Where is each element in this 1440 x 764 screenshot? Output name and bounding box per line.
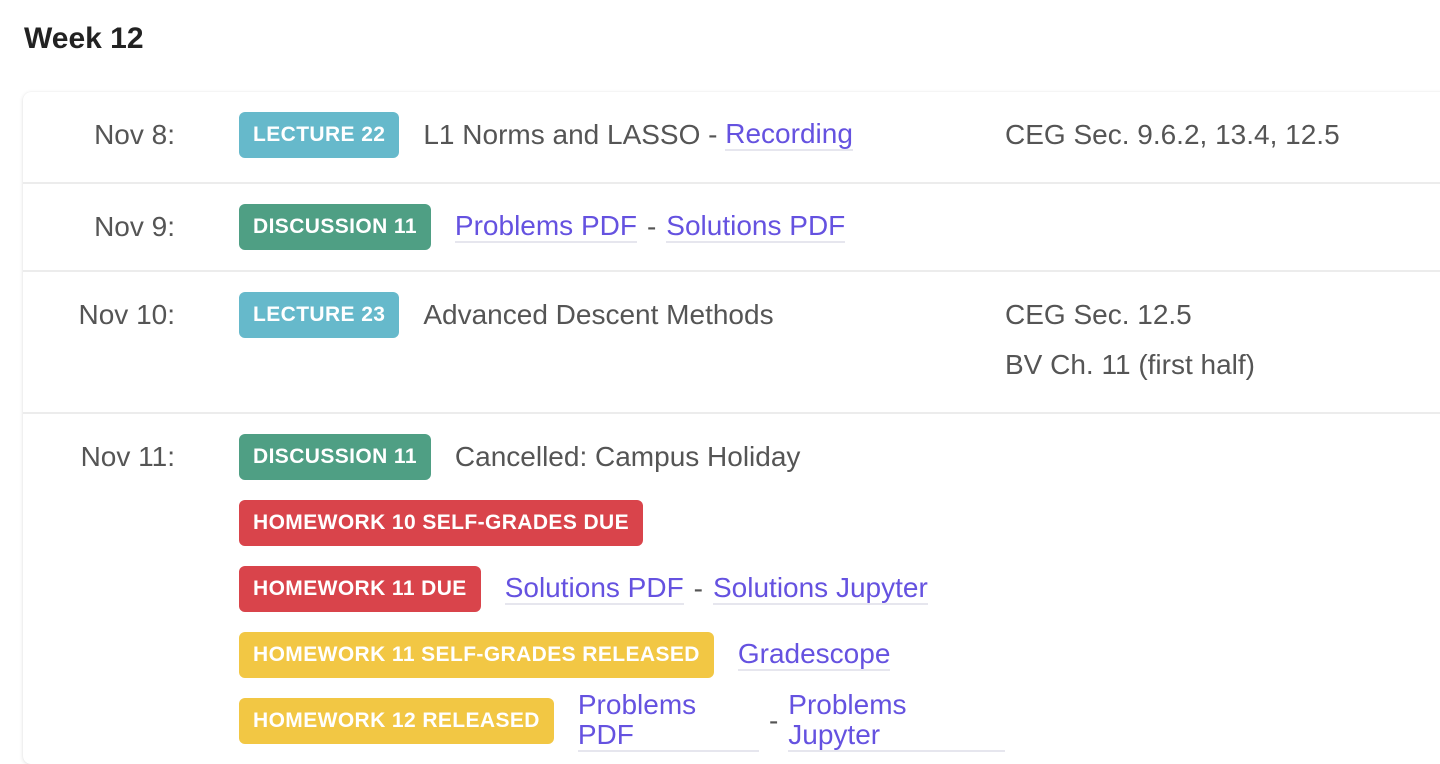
gradescope-link[interactable]: Gradescope bbox=[737, 638, 891, 671]
homework-due-badge: HOMEWORK 10 SELF-GRADES DUE bbox=[239, 500, 643, 546]
lecture-title: L1 Norms and LASSO - bbox=[423, 119, 726, 150]
separator: - bbox=[693, 573, 703, 604]
schedule-row-nov-11: Nov 11: DISCUSSION 11 Cancelled: Campus … bbox=[23, 414, 1440, 764]
solutions-pdf-link[interactable]: Solutions PDF bbox=[504, 572, 684, 605]
homework-released-badge: HOMEWORK 12 RELEASED bbox=[239, 698, 554, 744]
schedule-row-nov-10: Nov 10: LECTURE 23 Advanced Descent Meth… bbox=[23, 272, 1440, 414]
date: Nov 10: bbox=[78, 299, 176, 330]
solutions-pdf-link[interactable]: Solutions PDF bbox=[666, 210, 846, 243]
date: Nov 8: bbox=[94, 119, 175, 150]
lecture-title: Advanced Descent Methods bbox=[423, 299, 774, 330]
lecture-badge: LECTURE 22 bbox=[239, 112, 400, 158]
problems-pdf-link[interactable]: Problems PDF bbox=[454, 210, 637, 243]
recording-link[interactable]: Recording bbox=[725, 118, 853, 151]
date: Nov 11: bbox=[80, 441, 175, 472]
separator: - bbox=[768, 705, 779, 736]
reading-ref: CEG Sec. 12.5 bbox=[1005, 299, 1192, 330]
discussion-badge: DISCUSSION 11 bbox=[239, 204, 431, 250]
homework-released-badge: HOMEWORK 11 SELF-GRADES RELEASED bbox=[239, 632, 714, 678]
homework-due-badge: HOMEWORK 11 DUE bbox=[239, 566, 481, 612]
schedule-card: Nov 8: LECTURE 22 L1 Norms and LASSO - R… bbox=[23, 92, 1440, 764]
reading-ref: BV Ch. 11 (first half) bbox=[1005, 349, 1256, 380]
reading-ref: CEG Sec. 9.6.2, 13.4, 12.5 bbox=[1005, 119, 1340, 150]
separator: - bbox=[646, 211, 657, 242]
lecture-badge: LECTURE 23 bbox=[239, 292, 400, 338]
problems-pdf-link[interactable]: Problems PDF bbox=[577, 690, 759, 752]
schedule-row-nov-9: Nov 9: DISCUSSION 11 Problems PDF - Solu… bbox=[23, 184, 1440, 272]
date: Nov 9: bbox=[94, 211, 175, 242]
problems-jupyter-link[interactable]: Problems Jupyter bbox=[788, 690, 1005, 752]
week-title: Week 12 bbox=[24, 22, 144, 55]
discussion-badge: DISCUSSION 11 bbox=[239, 434, 431, 480]
solutions-jupyter-link[interactable]: Solutions Jupyter bbox=[713, 572, 928, 605]
discussion-note: Cancelled: Campus Holiday bbox=[454, 441, 801, 472]
schedule-row-nov-8: Nov 8: LECTURE 22 L1 Norms and LASSO - R… bbox=[23, 92, 1440, 184]
